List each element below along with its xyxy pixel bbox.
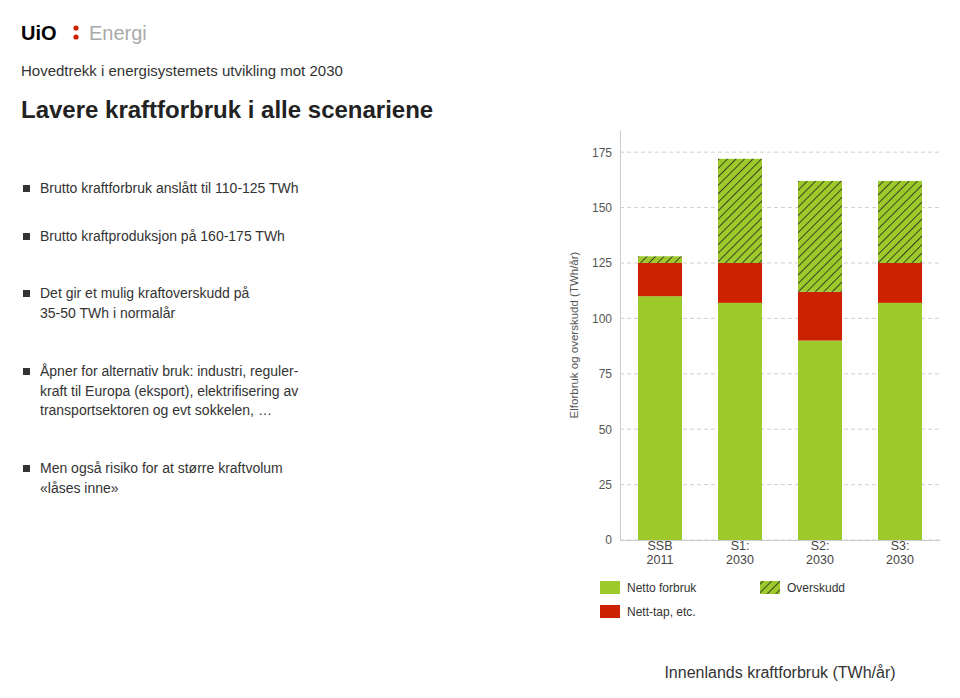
title: Lavere kraftforbruk i alle scenariene xyxy=(21,96,433,123)
bullet-square xyxy=(23,185,30,192)
y-tick-label: 175 xyxy=(592,146,612,160)
y-axis-line xyxy=(620,131,621,541)
text-line: Åpner for alternativ bruk: industri, reg… xyxy=(40,363,299,379)
text-line: Brutto kraftforbruk anslått til 110-125 … xyxy=(40,180,299,196)
bullet-text: Det gir et mulig kraftoverskudd på 35-50 … xyxy=(40,285,250,321)
y-tick: 25 xyxy=(599,478,613,492)
text-line: kraft til Europa (eksport), elektrifiser… xyxy=(40,383,298,399)
bar-series xyxy=(638,296,922,540)
x-tick-label: SSB2011 xyxy=(647,539,674,567)
bullet-text: Men også risiko for at større kraftvolum… xyxy=(40,460,283,496)
y-tick-label: 0 xyxy=(605,533,612,547)
grid-line xyxy=(620,152,940,153)
legend-swatch xyxy=(760,581,780,594)
logo-dot xyxy=(73,25,78,30)
logo-dot xyxy=(73,34,78,39)
text-line: «låses inne» xyxy=(40,480,119,496)
text-line: 2030 xyxy=(886,553,914,567)
y-tick: 125 xyxy=(592,256,612,270)
bullet-text: Brutto kraftforbruk anslått til 110-125 … xyxy=(40,180,299,196)
x-tick: S1:2030 xyxy=(726,539,754,567)
text-line: S3: xyxy=(891,539,910,553)
legend-label: Netto forbruk xyxy=(627,581,697,595)
bar xyxy=(718,263,762,303)
bullet-text: Brutto kraftproduksjon på 160-175 TWh xyxy=(40,228,285,244)
y-tick: 175 xyxy=(592,146,612,160)
bar xyxy=(878,181,922,263)
y-tick: 150 xyxy=(592,201,612,215)
text-line: Brutto kraftproduksjon på 160-175 TWh xyxy=(40,228,285,244)
x-tick: S2:2030 xyxy=(806,539,834,567)
legend-item: Overskudd xyxy=(760,581,845,595)
bars xyxy=(638,159,922,540)
text-line: transportsektoren og evt sokkelen, … xyxy=(40,402,272,418)
logo-text: Energi xyxy=(89,22,147,44)
legend: Netto forbruk Nett-tap, etc. Overskudd xyxy=(600,581,845,619)
supertitle: Hovedtrekk i energisystemets utvikling m… xyxy=(21,62,343,79)
text-line: Det gir et mulig kraftoverskudd på xyxy=(40,285,250,301)
x-tick-label: S3:2030 xyxy=(886,539,914,567)
y-tick-label: 25 xyxy=(599,478,613,492)
legend-label: Overskudd xyxy=(787,581,845,595)
y-tick: 100 xyxy=(592,312,612,326)
legend-swatch xyxy=(600,581,620,594)
bar xyxy=(638,256,682,263)
y-tick-label: 75 xyxy=(599,367,613,381)
chart: UiO Energi Hovedtrekk i energisystemets ut… xyxy=(0,0,960,698)
text-line: 2030 xyxy=(726,553,754,567)
text-line: Men også risiko for at større kraftvolum xyxy=(40,460,283,476)
bar xyxy=(718,303,762,540)
bar xyxy=(638,263,682,296)
legend-item: Nett-tap, etc. xyxy=(600,605,696,619)
y-tick: 75 xyxy=(599,367,613,381)
bar xyxy=(798,292,842,341)
y-tick-label: 125 xyxy=(592,256,612,270)
plot: 0255075100125150175SSB2011S1:2030S2:2030… xyxy=(592,131,941,568)
text-line: 2011 xyxy=(647,553,674,567)
y-tick-label: 50 xyxy=(599,423,613,437)
text-line: S2: xyxy=(811,539,830,553)
legend-swatch xyxy=(600,605,620,618)
bar xyxy=(718,159,762,263)
bullet-square xyxy=(23,368,30,375)
legend-label: Nett-tap, etc. xyxy=(627,605,696,619)
x-tick-label: S1:2030 xyxy=(726,539,754,567)
text-line: S1: xyxy=(731,539,750,553)
bar xyxy=(878,263,922,303)
y-tick-label: 150 xyxy=(592,201,612,215)
bar xyxy=(798,181,842,292)
bar xyxy=(638,296,682,540)
bar xyxy=(798,341,842,540)
bullet-square xyxy=(23,290,30,297)
bar-series xyxy=(638,263,922,341)
y-axis-title: Elforbruk og overskudd (TWh/år) xyxy=(568,251,580,418)
bullet-square xyxy=(23,465,30,472)
text-line: 35-50 TWh i normalår xyxy=(40,305,175,321)
y-tick-label: 100 xyxy=(592,312,612,326)
grid xyxy=(620,152,940,540)
x-tick: S3:2030 xyxy=(886,539,914,567)
y-tick: 50 xyxy=(599,423,613,437)
x-tick-label: S2:2030 xyxy=(806,539,834,567)
bar xyxy=(878,303,922,540)
x-tick: SSB2011 xyxy=(647,539,674,567)
bullet-text: Åpner for alternativ bruk: industri, reg… xyxy=(40,363,299,418)
legend-item: Netto forbruk xyxy=(600,581,697,595)
logo-text: UiO xyxy=(21,22,57,44)
y-tick: 0 xyxy=(605,533,612,547)
bar-series xyxy=(638,159,922,292)
y-axis: 0 25 50 75 100 125 150 175 xyxy=(592,131,621,548)
text-line: SSB xyxy=(647,539,672,553)
subtitle: Innenlands kraftforbruk (TWh/år) xyxy=(664,664,895,681)
x-axis: SSB2011S1:2030S2:2030S3:2030 xyxy=(621,539,941,567)
text-line: 2030 xyxy=(806,553,834,567)
bullet-square xyxy=(23,233,30,240)
